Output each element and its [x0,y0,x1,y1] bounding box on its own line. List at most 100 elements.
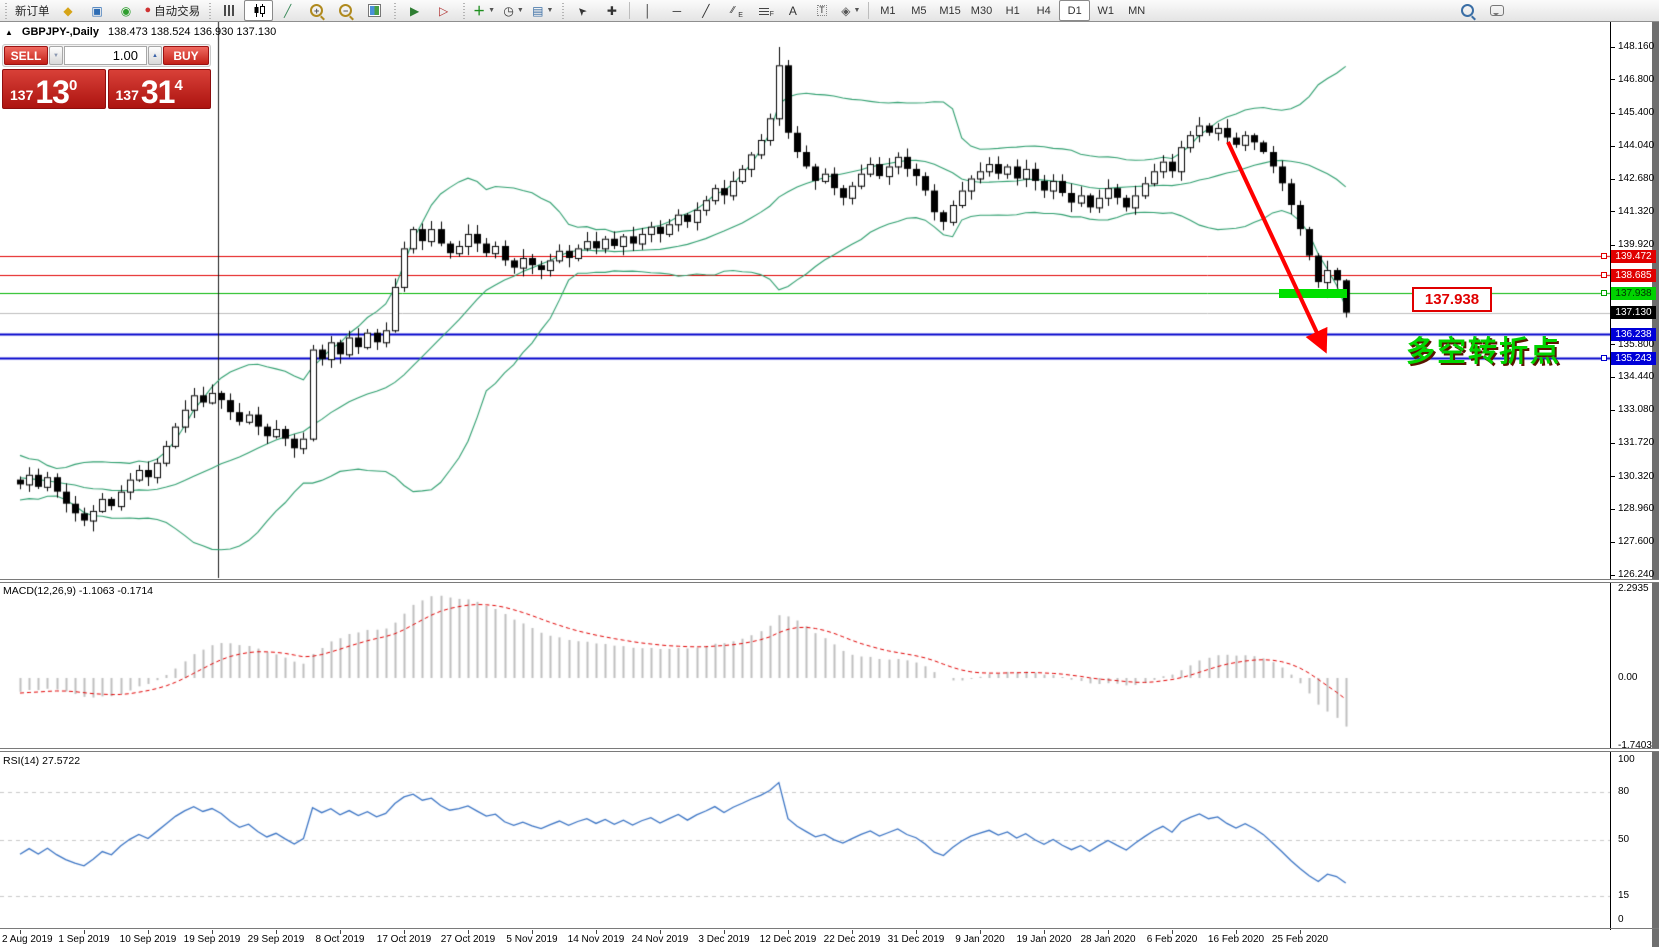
text-button[interactable]: A [778,0,807,21]
zoom-in-button[interactable]: + [302,0,331,21]
chevron-down-icon: ▼ [853,7,861,14]
tile-windows-button[interactable] [360,0,389,21]
trendline-icon: ╱ [702,3,710,18]
chart-shift-button[interactable]: ▷ [429,0,458,21]
date-label: 29 Sep 2019 [247,934,305,945]
line-anchor-marker[interactable] [1601,355,1607,362]
macd-axis-label: -1.7403 [1618,739,1652,751]
price-chart-canvas[interactable] [0,22,1610,580]
toolbar-grip[interactable] [461,2,467,19]
rsi-panel-canvas[interactable] [0,753,1610,928]
cursor-button[interactable]: ➤ [568,0,597,21]
panel-splitter[interactable] [0,748,1659,752]
crosshair-button[interactable]: ✚ [597,0,626,21]
new-chart-button[interactable]: ◆ [54,0,83,21]
timeframe-M30[interactable]: M30 [970,4,993,17]
date-label: 10 Sep 2019 [119,934,177,945]
buy-button[interactable]: BUY [163,46,209,65]
toolbar-grip[interactable] [560,2,566,19]
price-level-label: 137.130 [1611,306,1656,320]
price-tick [1610,112,1615,114]
price-tick [1610,46,1615,48]
timeframe-H4[interactable]: H4 [1036,4,1051,17]
support-highlight-segment[interactable] [1279,288,1347,298]
toolbar-grip[interactable] [207,2,213,19]
window-right-edge [1652,22,1659,947]
clock-icon: ◷ [503,3,514,18]
price-tick-label: 128.960 [1618,503,1655,515]
timeframe-H1[interactable]: H1 [1005,4,1020,17]
chat-button[interactable] [1482,0,1511,21]
volume-input[interactable] [64,46,147,65]
trend-arrow[interactable] [1213,132,1343,372]
price-tick [1610,442,1615,444]
timeframe-M5[interactable]: M5 [911,4,927,17]
volume-increase-button[interactable]: ▲ [148,46,162,65]
rsi-axis-label: 0 [1618,914,1624,925]
toolbar-grip[interactable] [392,2,398,19]
price-tick-label: 144.040 [1618,140,1655,152]
price-tick-label: 130.320 [1618,470,1655,482]
chevron-down-icon: ▼ [546,7,554,14]
sell-price-box[interactable]: 137 13 0 [2,69,106,109]
text-label-button[interactable]: T [807,0,836,21]
sell-button[interactable]: SELL [4,46,48,65]
date-label: 25 Feb 2020 [1271,934,1329,945]
buy-price-pips: 31 [140,74,176,110]
bar-chart-button[interactable] [215,0,244,21]
date-label: 1 Sep 2019 [58,934,110,945]
zoom-out-icon: − [339,4,353,17]
periods-button[interactable]: ◷ ▼ [499,0,528,21]
timeframe-M1[interactable]: M1 [880,4,896,17]
price-tick-label: 139.920 [1618,239,1655,251]
timeframe-MN[interactable]: MN [1128,4,1146,17]
zoom-out-button[interactable]: − [331,0,360,21]
profiles-button[interactable]: ▣ [83,0,112,21]
annotation-text[interactable]: 多空转折点 [1406,336,1562,368]
line-anchor-marker[interactable] [1601,272,1607,279]
date-tick [1172,930,1173,934]
indicators-button[interactable]: ＋ ▼ [469,0,499,21]
date-tick [1108,930,1109,934]
vertical-line-button[interactable]: │ [633,0,662,21]
channel-button[interactable]: ∕∕ [720,0,749,21]
shapes-button[interactable]: ◈ ▼ [836,0,865,21]
toolbar-grip[interactable] [3,2,8,19]
volume-decrease-button[interactable]: ▼ [49,46,63,65]
line-anchor-marker[interactable] [1601,290,1607,297]
price-tick [1610,178,1615,180]
fibonacci-button[interactable] [749,0,778,21]
templates-button[interactable]: ▤ ▼ [528,0,557,21]
price-tick [1610,541,1615,543]
price-callout[interactable]: 137.938 [1412,287,1492,312]
horizontal-line-button[interactable]: ─ [662,0,691,21]
auto-scroll-button[interactable]: ▶ [400,0,429,21]
price-tick [1610,79,1615,81]
timeframe-group: M1 M5 M15 M30 H1 H4 D1 W1 MN [872,0,1152,21]
autotrade-button[interactable]: ● 自动交易 [141,0,205,21]
search-button[interactable] [1453,0,1482,21]
toolbar-separator [629,2,631,19]
sell-price-figure: 137 [10,87,34,103]
candlestick-chart-button[interactable] [244,0,274,21]
line-chart-button[interactable]: ╱ [273,0,302,21]
new-order-button[interactable]: 新订单 [11,0,54,21]
zoom-in-icon: + [310,4,324,17]
line-anchor-marker[interactable] [1601,253,1607,260]
trendline-button[interactable]: ╱ [691,0,720,21]
timeframe-D1[interactable]: D1 [1059,0,1091,21]
timeframe-W1[interactable]: W1 [1097,4,1114,17]
price-tick [1610,476,1615,478]
panel-splitter[interactable] [0,579,1659,583]
price-tick-label: 134.440 [1618,371,1655,383]
buy-price-box[interactable]: 137 31 4 [107,69,211,110]
timeframe-M15[interactable]: M15 [939,4,961,17]
signals-button[interactable]: ◉ [112,0,141,21]
macd-panel-canvas[interactable] [0,583,1610,747]
date-label: 22 Dec 2019 [823,934,881,945]
price-tick-label: 135.800 [1618,338,1655,350]
rsi-axis-label: 80 [1618,786,1630,797]
template-icon: ▤ [532,3,544,18]
text-label-icon: T [817,4,827,17]
